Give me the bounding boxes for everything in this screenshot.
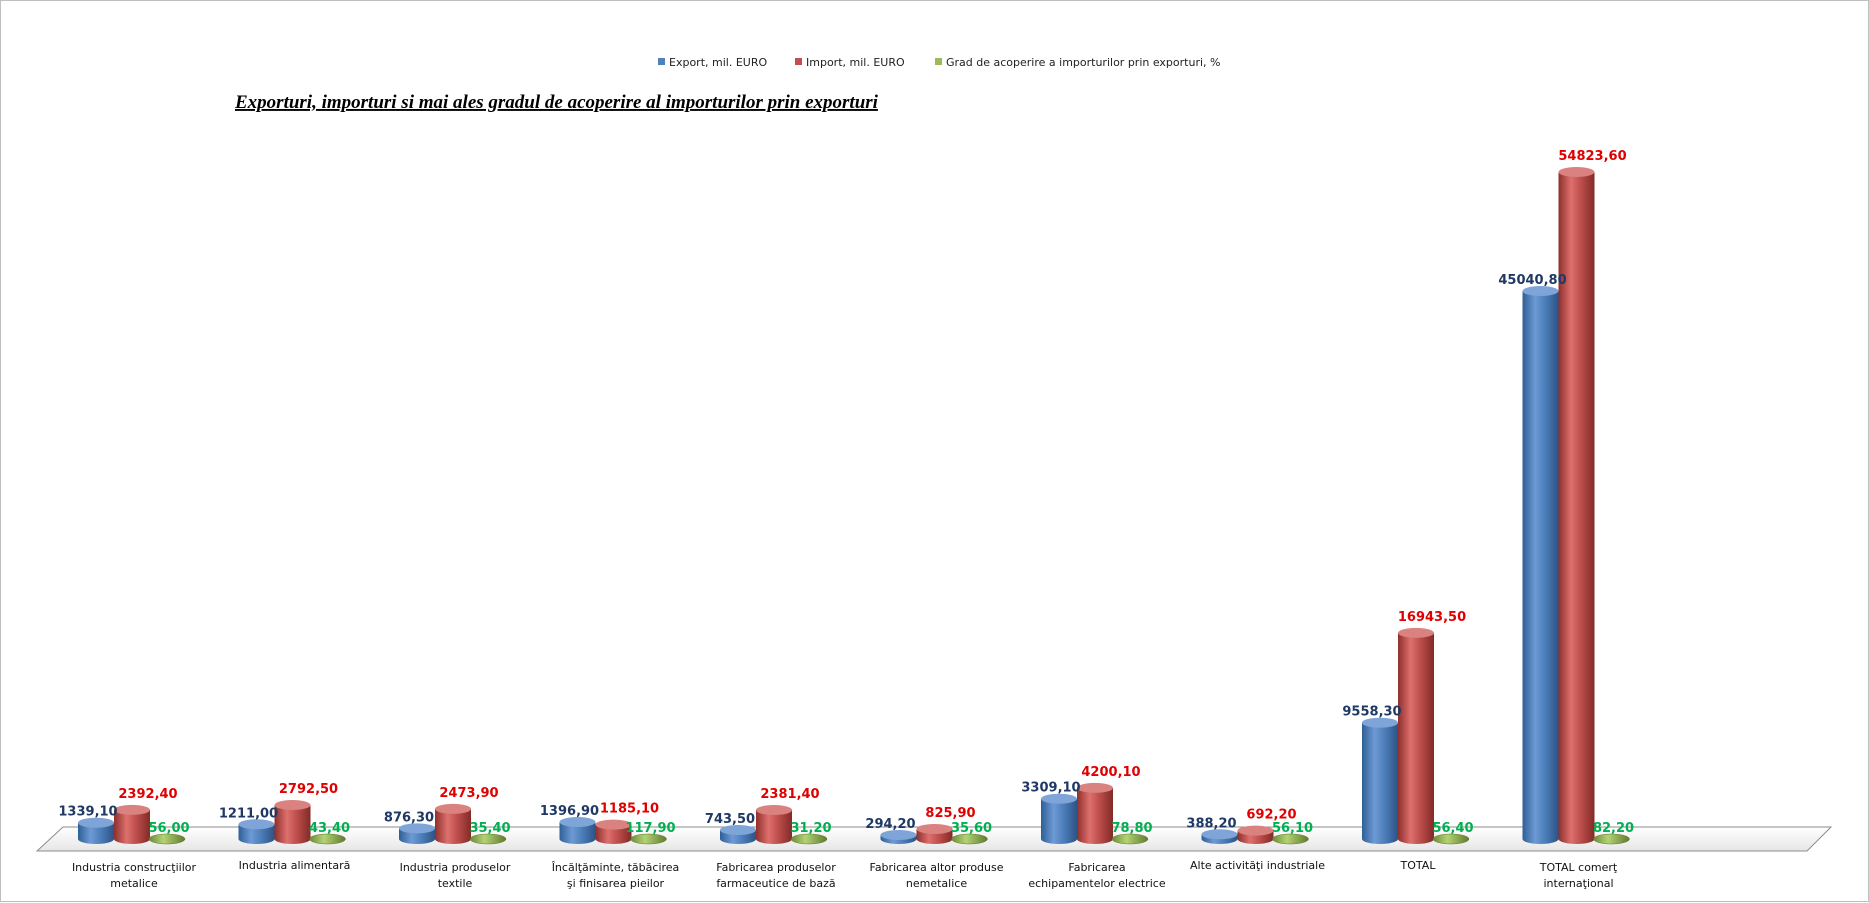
data-label-grad-4: 31,20	[790, 821, 831, 836]
data-label-export-7: 388,20	[1186, 816, 1236, 831]
bar-grad-0	[148, 833, 186, 845]
bar-grad-4	[790, 833, 828, 845]
chart-legend: Export, mil. EURO Import, mil. EURO Grad…	[658, 56, 1220, 69]
bar-grad-1	[309, 833, 346, 845]
bar-export-4	[720, 824, 756, 844]
bar-grad-5	[951, 833, 988, 845]
bar-grad-2	[469, 833, 507, 845]
data-label-import-1: 2792,50	[279, 782, 338, 797]
bar-export-9	[1522, 286, 1559, 845]
bar-export-8	[1362, 717, 1398, 844]
bar-export-5	[880, 830, 917, 844]
legend-label-export: Export, mil. EURO	[669, 56, 767, 69]
bar-grad-6	[1111, 833, 1149, 845]
bar-import-5	[916, 823, 953, 844]
data-label-export-1: 1211,00	[219, 806, 278, 821]
data-label-import-4: 2381,40	[760, 787, 819, 802]
bar-grad-9	[1593, 833, 1630, 845]
bar-export-2	[399, 823, 435, 844]
data-label-export-5: 294,20	[865, 817, 915, 832]
data-label-export-4: 743,50	[705, 812, 755, 827]
bar-import-9	[1558, 167, 1595, 844]
data-label-grad-1: 43,40	[309, 821, 350, 836]
data-label-grad-9: 82,20	[1593, 821, 1634, 836]
bar-import-7	[1237, 825, 1274, 844]
data-label-import-2: 2473,90	[439, 786, 498, 801]
legend-swatch-import	[795, 58, 802, 65]
data-label-import-7: 692,20	[1246, 808, 1296, 823]
category-label-7: Alte activităţi industriale	[1190, 859, 1325, 872]
chart-marks	[78, 167, 1630, 845]
bar-export-6	[1041, 793, 1077, 844]
bar-grad-8	[1432, 833, 1470, 845]
bar-import-1	[274, 800, 311, 844]
category-label-4: Fabricarea produselor farmaceutice de baz…	[716, 861, 836, 890]
legend-swatch-export	[658, 58, 665, 65]
bar-import-6	[1077, 782, 1113, 844]
chart-title: Exporturi, importuri si mai ales gradul …	[234, 92, 879, 113]
data-label-grad-6: 78,80	[1111, 821, 1152, 836]
data-label-export-9: 45040,80	[1498, 273, 1566, 288]
legend-label-import: Import, mil. EURO	[806, 56, 905, 69]
data-label-import-9: 54823,60	[1558, 149, 1626, 164]
data-label-grad-7: 56,10	[1272, 821, 1313, 836]
bar-import-4	[756, 805, 792, 844]
category-label-6: Fabricarea echipamentelor electrice	[1028, 861, 1165, 890]
data-label-import-5: 825,90	[925, 806, 975, 821]
data-label-export-2: 876,30	[384, 810, 434, 825]
data-label-grad-8: 56,40	[1432, 821, 1473, 836]
bar-export-3	[559, 817, 596, 844]
category-label-8: TOTAL	[1400, 859, 1437, 872]
category-label-5: Fabricarea altor produse nemetalice	[870, 861, 1004, 890]
data-label-import-3: 1185,10	[600, 802, 659, 817]
category-label-1: Industria alimentară	[239, 859, 351, 872]
category-label-3: Încălţăminte, tăbăcirea şi finisarea piei…	[551, 861, 680, 890]
data-label-export-0: 1339,10	[58, 805, 117, 820]
bar-grad-7	[1272, 833, 1309, 845]
data-label-import-0: 2392,40	[118, 787, 177, 802]
data-label-import-8: 16943,50	[1398, 610, 1466, 625]
category-label-2: Industria produselor textile	[400, 861, 511, 890]
data-label-export-8: 9558,30	[1342, 705, 1401, 720]
data-label-export-3: 1396,90	[540, 804, 599, 819]
bar-export-0	[78, 817, 114, 844]
bar-import-2	[435, 803, 471, 844]
data-label-grad-5: 35,60	[951, 821, 992, 836]
category-label-0: Industria construcţiilor metalice	[72, 861, 197, 890]
data-label-import-6: 4200,10	[1081, 765, 1140, 780]
data-label-export-6: 3309,10	[1021, 781, 1080, 796]
bar-export-1	[238, 819, 275, 844]
bar-import-8	[1398, 627, 1434, 844]
data-label-grad-3: 117,90	[625, 821, 675, 836]
bar-grad-3	[630, 833, 667, 845]
data-label-grad-0: 56,00	[148, 821, 189, 836]
bar-import-3	[595, 819, 632, 844]
legend-label-grad: Grad de acoperire a importurilor prin ex…	[946, 56, 1220, 69]
category-label-9: TOTAL comerţ internaţional	[1539, 861, 1618, 890]
data-label-grad-2: 35,40	[469, 821, 510, 836]
bar-export-7	[1201, 829, 1238, 844]
chart-category-labels: Industria construcţiilor metalice Industri…	[72, 859, 1618, 890]
legend-swatch-grad	[935, 58, 942, 65]
bar-import-0	[114, 804, 150, 844]
